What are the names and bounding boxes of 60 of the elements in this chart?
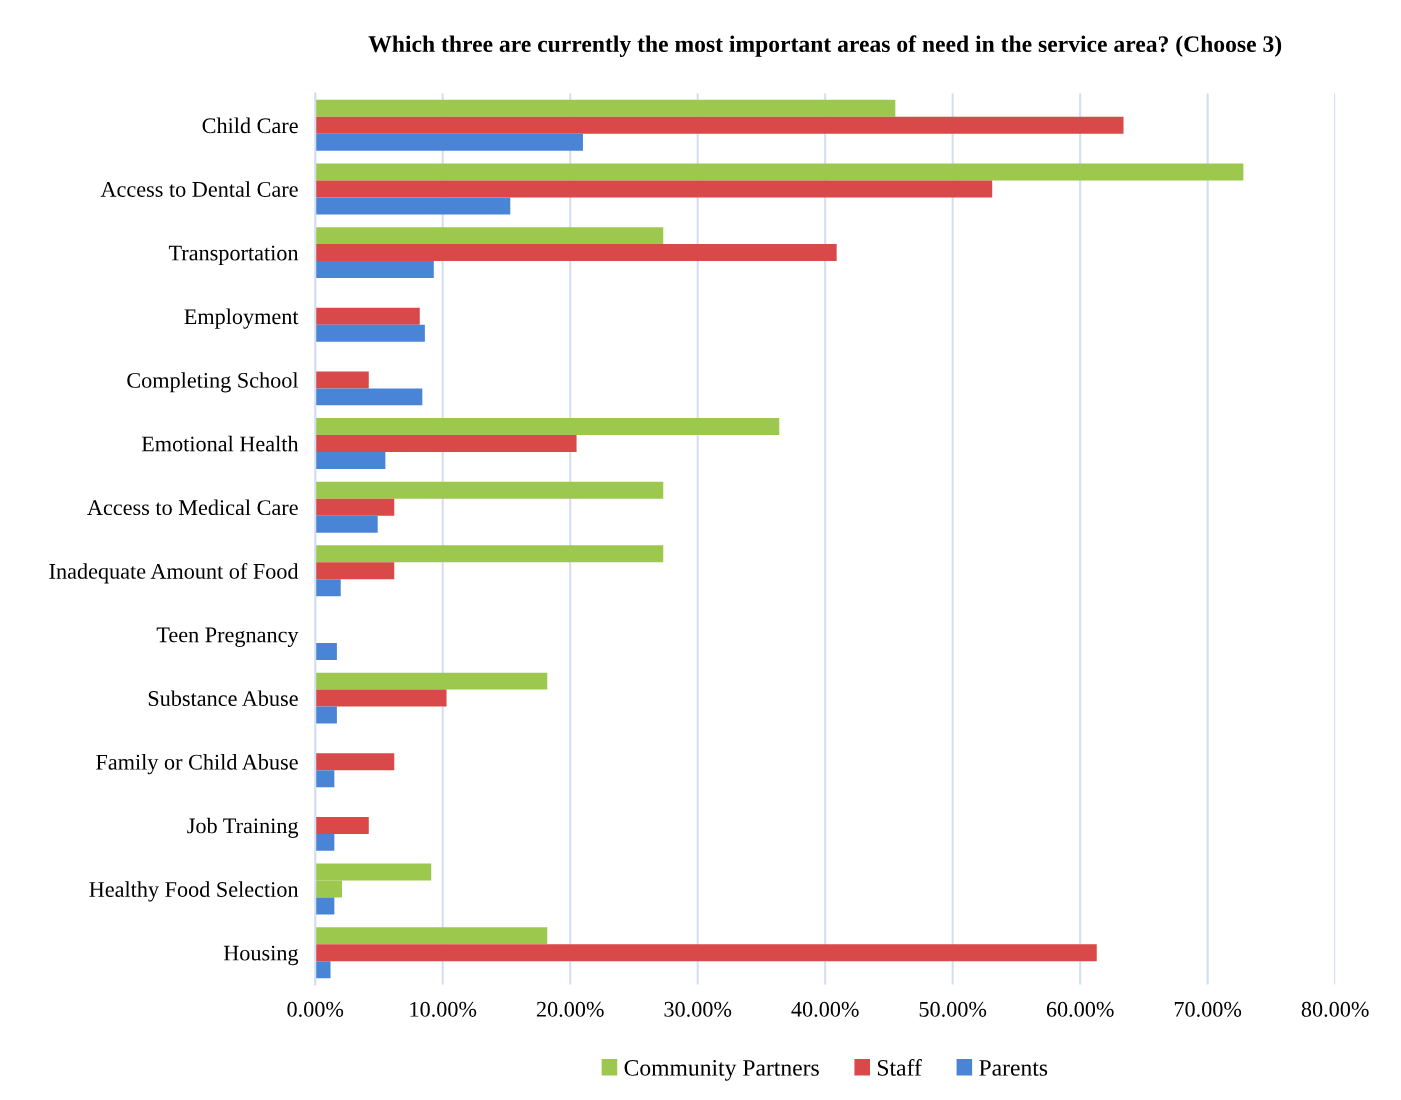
bar: [315, 515, 378, 533]
bar: [315, 481, 664, 499]
bar: [315, 753, 395, 771]
bar: [315, 689, 447, 707]
bar: [315, 197, 511, 215]
bar: [315, 163, 1244, 181]
y-tick-label: Teen Pregnancy: [156, 627, 299, 647]
bar: [315, 307, 420, 325]
x-tick-label: 70.00%: [1174, 1001, 1242, 1017]
x-tick-label: 10.00%: [410, 1001, 477, 1017]
legend-label: Staff: [877, 1058, 922, 1076]
x-tick-label: 0.00%: [287, 1001, 344, 1017]
y-tick-label: Healthy Food Selection: [89, 881, 299, 902]
chart-title: Which three are currently the most important areas of need in the service area? (Choose 3): [368, 35, 1282, 57]
bar: [315, 706, 337, 724]
x-tick-label: 30.00%: [664, 1001, 732, 1017]
x-tick-label: 60.00%: [1046, 1001, 1114, 1017]
x-tick-label: 20.00%: [536, 1001, 604, 1017]
bar: [315, 180, 993, 198]
bar: [315, 418, 780, 436]
y-tick-label: Access to Medical Care: [87, 499, 298, 516]
y-tick-label: Housing: [223, 945, 299, 966]
bar: [315, 961, 331, 979]
bar: [315, 833, 335, 851]
bar: [315, 388, 423, 406]
y-tick-label: Access to Dental Care: [100, 181, 298, 197]
x-tick-label: 40.00%: [791, 1001, 859, 1017]
y-tick-label: Family or Child Abuse: [96, 754, 298, 775]
bar: [315, 133, 583, 151]
y-tick-label: Substance Abuse: [148, 690, 298, 707]
y-tick-label: Completing School: [127, 372, 299, 393]
bar: [315, 579, 341, 597]
bar: [315, 770, 335, 788]
bar: [315, 927, 548, 945]
bar: [315, 324, 425, 342]
bar: [315, 227, 664, 245]
bar: [315, 435, 577, 453]
bar: [315, 244, 837, 262]
y-tick-label: Child Care: [202, 117, 298, 134]
bar: [315, 562, 395, 580]
y-tick-label: Inadequate Amount of Food: [49, 563, 299, 584]
bar: [315, 452, 386, 469]
bar: [315, 545, 664, 563]
y-tick-label: Transportation: [168, 245, 299, 266]
legend-label: Parents: [979, 1060, 1048, 1076]
x-tick-label: 50.00%: [919, 1001, 987, 1017]
bar: [315, 498, 395, 516]
bar: [315, 371, 369, 389]
bar: [315, 642, 337, 660]
y-tick-label: Emotional Health: [141, 435, 299, 452]
y-tick-label: Employment: [184, 308, 299, 329]
bar: [315, 99, 896, 117]
bar: [315, 816, 369, 834]
bar: [315, 944, 1097, 962]
x-tick-label: 80.00%: [1301, 1001, 1369, 1017]
bar: [315, 116, 1124, 134]
bar: [315, 261, 434, 279]
bar: [315, 672, 548, 690]
legend-label: Community Partners: [624, 1059, 819, 1081]
y-tick-label: Job Training: [187, 817, 299, 838]
